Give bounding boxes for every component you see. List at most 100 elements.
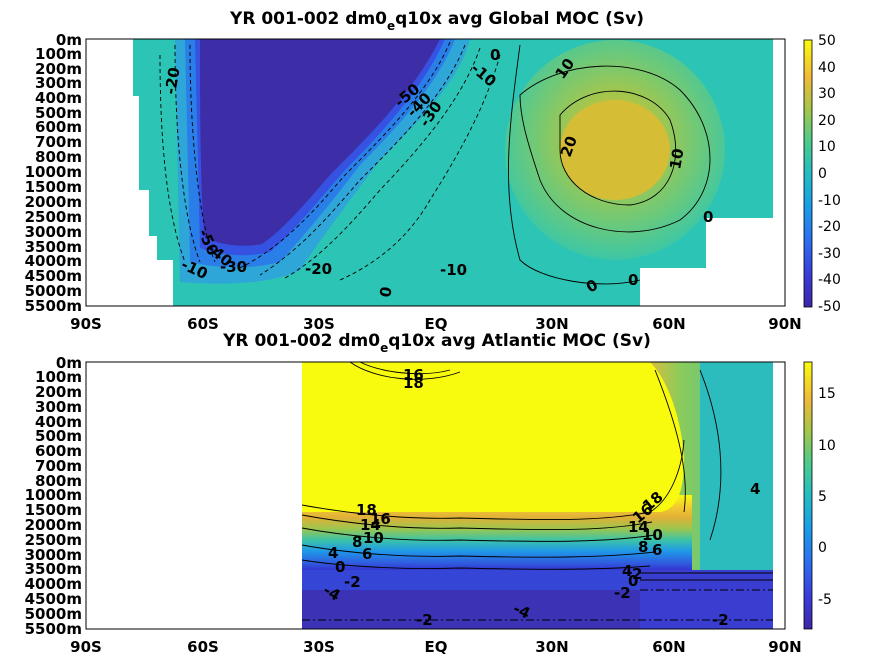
global-moc-title: YR 001-002 dm0eq10x avg Global MOC (Sv) — [229, 9, 644, 33]
y-tick: 500m — [35, 104, 82, 122]
x-tick: 60S — [187, 638, 219, 656]
contour-label: -20 — [305, 260, 332, 278]
y-tick: 1000m — [25, 486, 82, 504]
atlantic-moc-title: YR 001-002 dm0eq10x avg Atlantic MOC (Sv… — [222, 331, 651, 355]
x-tick: 30S — [303, 315, 335, 333]
atlantic-moc-panel: YR 001-002 dm0eq10x avg Atlantic MOC (Sv… — [25, 331, 836, 656]
y-tick: 400m — [35, 89, 82, 107]
x-tick: 60S — [187, 315, 219, 333]
colorbar-tick: -20 — [818, 219, 841, 235]
x-tick: 60N — [652, 638, 685, 656]
y-tick: 700m — [35, 457, 82, 475]
x-tick: 30N — [535, 315, 568, 333]
x-tick: EQ — [425, 638, 448, 656]
y-tick: 1500m — [25, 178, 82, 196]
y-tick: 200m — [35, 60, 82, 78]
contour-label: 6 — [652, 541, 662, 559]
colorbar-tick: 10 — [818, 139, 836, 155]
y-tick: 100m — [35, 45, 82, 63]
global-moc-x-ticks: 90S 60S 30S EQ 30N 60N 90N — [70, 315, 802, 333]
y-tick: 3000m — [25, 546, 82, 564]
contour-label: 0 — [703, 208, 713, 226]
contour-label: -2 — [344, 573, 361, 591]
y-tick: 3000m — [25, 223, 82, 241]
contour-label: 0 — [335, 558, 345, 576]
x-tick: 90S — [70, 638, 102, 656]
y-tick: 2500m — [25, 531, 82, 549]
colorbar-tick: 15 — [818, 386, 836, 402]
contour-label: 14 — [360, 516, 381, 534]
contour-label: 8 — [638, 538, 648, 556]
contour-label: 0 — [628, 271, 638, 289]
atlantic-moc-y-ticks: 0m 100m 200m 300m 400m 500m 600m 700m 80… — [25, 354, 82, 638]
y-tick: 800m — [35, 472, 82, 490]
colorbar-tick: -10 — [818, 193, 841, 209]
x-tick: 60N — [652, 315, 685, 333]
colorbar-tick: 5 — [818, 489, 827, 505]
contour-label: -20 — [161, 66, 183, 96]
y-tick: 0m — [56, 354, 82, 372]
contour-label: -4 — [510, 599, 533, 622]
colorbar-tick: -5 — [818, 592, 832, 608]
y-tick: 4500m — [25, 590, 82, 608]
global-moc-field — [86, 39, 785, 306]
contour-label: 4 — [622, 562, 632, 580]
contour-label: -2 — [416, 611, 433, 629]
colorbar-tick: 50 — [818, 33, 836, 49]
atlantic-moc-field — [301, 361, 773, 629]
x-tick: EQ — [425, 315, 448, 333]
contour-label: 18 — [403, 374, 424, 392]
contour-label: 2 — [632, 565, 642, 583]
contour-label: 18 — [356, 501, 377, 519]
global-moc-panel: YR 001-002 dm0eq10x avg Global MOC (Sv) — [25, 9, 841, 333]
y-tick: 100m — [35, 368, 82, 386]
contour-label: -2 — [712, 611, 729, 629]
y-tick: 400m — [35, 413, 82, 431]
contour-label: -4 — [320, 581, 343, 605]
contour-label: -2 — [614, 584, 631, 602]
y-tick: 5000m — [25, 282, 82, 300]
contour-label: 0 — [628, 572, 638, 590]
colorbar-tick: 20 — [818, 113, 836, 129]
contour-label: 10 — [363, 529, 384, 547]
contour-label: 14 — [628, 518, 649, 536]
colorbar-tick: 30 — [818, 86, 836, 102]
contour-label: 10 — [642, 526, 663, 544]
contour-label: 0 — [376, 285, 396, 298]
y-tick: 5000m — [25, 605, 82, 623]
y-tick: 0m — [56, 31, 82, 49]
contour-label: -30 — [220, 258, 247, 276]
y-tick: 600m — [35, 442, 82, 460]
y-tick: 800m — [35, 148, 82, 166]
y-tick: 3500m — [25, 560, 82, 578]
contour-label: 0 — [490, 46, 500, 64]
y-tick: 2000m — [25, 193, 82, 211]
y-tick: 200m — [35, 383, 82, 401]
y-tick: 1500m — [25, 501, 82, 519]
colorbar-tick: 10 — [818, 438, 836, 454]
contour-label: 4 — [328, 544, 338, 562]
y-tick: 300m — [35, 398, 82, 416]
y-tick: 4000m — [25, 575, 82, 593]
contour-label: 16 — [403, 366, 424, 384]
y-tick: 2500m — [25, 208, 82, 226]
colorbar-tick: 0 — [818, 540, 827, 556]
y-tick: 5500m — [25, 297, 82, 315]
global-moc-y-ticks: 0m 100m 200m 300m 400m 500m 600m 700m 80… — [25, 31, 82, 315]
contour-label: 16 — [370, 510, 391, 528]
colorbar-tick: 0 — [818, 166, 827, 182]
colorbar-tick: 40 — [818, 60, 836, 76]
contour-label: 6 — [362, 545, 372, 563]
y-tick: 2000m — [25, 516, 82, 534]
colorbar-tick: -30 — [818, 246, 841, 262]
colorbar-tick: -50 — [818, 299, 841, 315]
global-moc-contours — [159, 41, 711, 285]
x-tick: 30S — [303, 638, 335, 656]
y-tick: 4500m — [25, 267, 82, 285]
contour-label: 4 — [750, 480, 760, 498]
x-tick: 90N — [768, 638, 801, 656]
y-tick: 700m — [35, 133, 82, 151]
y-tick: 4000m — [25, 252, 82, 270]
y-tick: 5500m — [25, 620, 82, 638]
